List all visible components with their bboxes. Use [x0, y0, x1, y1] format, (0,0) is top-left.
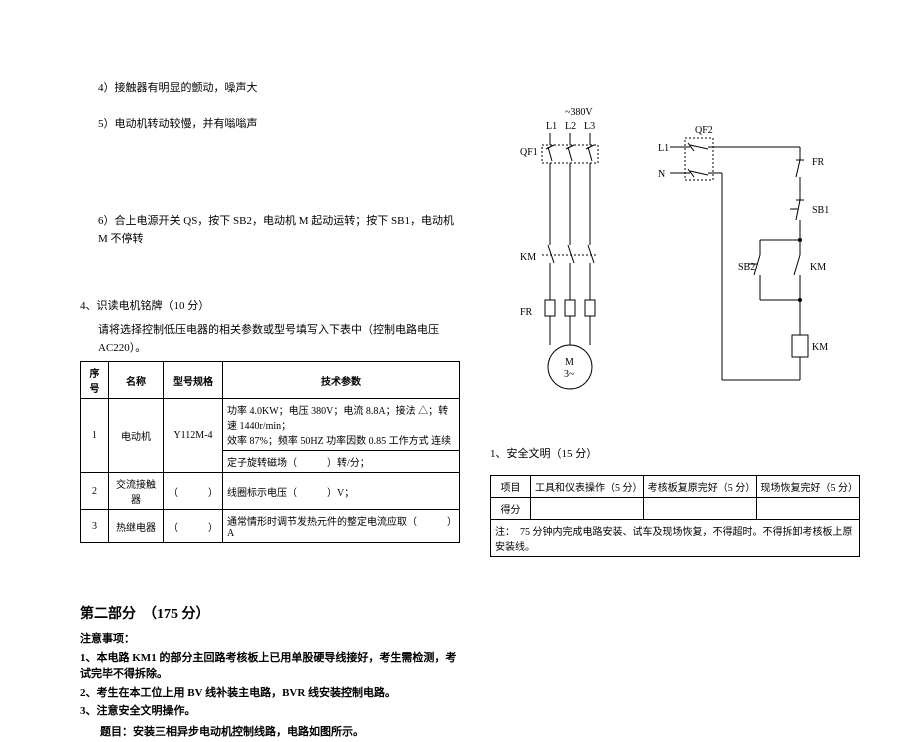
cell-blank	[643, 498, 756, 520]
table-note-row: 注： 75 分钟内完成电路安装、试车及现场恢复，不得超时。不得拆卸考核板上原安装…	[491, 520, 860, 557]
warning-3: 3、注意安全文明操作。	[80, 703, 460, 720]
th-tools: 工具和仪表操作（5 分）	[531, 476, 644, 498]
cell-seq: 1	[81, 399, 109, 473]
cell-note: 注： 75 分钟内完成电路安装、试车及现场恢复，不得超时。不得拆卸考核板上原安装…	[491, 520, 860, 557]
safety-table: 项目 工具和仪表操作（5 分） 考核板复原完好（5 分） 现场恢复完好（5 分）…	[490, 475, 860, 557]
label-m3: 3~	[564, 369, 575, 380]
th-site: 现场恢复完好（5 分）	[756, 476, 859, 498]
label-qf2: QF2	[695, 125, 713, 136]
question-4: 4）接触器有明显的颤动，噪声大	[80, 80, 460, 98]
label-l1-ctrl: L1	[658, 143, 669, 154]
cell-params: 功率 4.0KW；电压 380V；电流 8.8A；接法 △；转速 1440r/m…	[223, 399, 460, 451]
label-sb1: SB1	[812, 205, 829, 216]
cell-params: 线圈标示电压（ ）V；	[223, 473, 460, 510]
cell-name: 电动机	[109, 399, 164, 473]
cell-spec: （ ）	[164, 473, 223, 510]
label-n-ctrl: N	[658, 169, 665, 180]
param-line: 效率 87%；频率 50HZ 功率因数 0.85 工作方式 连续	[227, 436, 451, 447]
cell-params: 通常情形时调节发热元件的整定电流应取（ ）A	[223, 510, 460, 543]
table-row: 1 电动机 Y112M-4 功率 4.0KW；电压 380V；电流 8.8A；接…	[81, 399, 460, 451]
cell-blank	[756, 498, 859, 520]
cell-score-label: 得分	[491, 498, 531, 520]
label-km-main: KM	[520, 252, 536, 263]
cell-spec: （ ）	[164, 510, 223, 543]
th-spec: 型号规格	[164, 362, 223, 399]
cell-seq: 3	[81, 510, 109, 543]
cell-blank	[531, 498, 644, 520]
safety-title: 1、安全文明（15 分）	[490, 445, 860, 461]
cell-name: 交流接触器	[109, 473, 164, 510]
cell-seq: 2	[81, 473, 109, 510]
table-header-row: 序号 名称 型号规格 技术参数	[81, 362, 460, 399]
label-qf1: QF1	[520, 147, 538, 158]
question-5: 5）电动机转动较慢，并有嗡嗡声	[80, 116, 460, 134]
label-l3: L3	[584, 121, 595, 132]
warning-2: 2、考生在本工位上用 BV 线补装主电路，BVR 线安装控制电路。	[80, 685, 460, 702]
circuit-diagram: ~380V L1 L2 L3 QF1 KM FR M 3~	[490, 105, 860, 425]
th-board: 考核板复原完好（5 分）	[643, 476, 756, 498]
label-fr-main: FR	[520, 307, 533, 318]
label-km-coil: KM	[812, 342, 828, 353]
th-item: 项目	[491, 476, 531, 498]
section-4-title: 4、识读电机铭牌（10 分）	[80, 298, 460, 316]
section-4-instruction: 请将选择控制低压电器的相关参数或型号填写入下表中（控制电路电压 AC220）。	[80, 322, 460, 357]
params-table: 序号 名称 型号规格 技术参数 1 电动机 Y112M-4 功率 4.0KW；电…	[80, 361, 460, 543]
param-line: 功率 4.0KW；电压 380V；电流 8.8A；接法 △；转速 1440r/m…	[227, 406, 448, 432]
cell-params: 定子旋转磁场（ ）转/分；	[223, 451, 460, 473]
table-row: 2 交流接触器 （ ） 线圈标示电压（ ）V；	[81, 473, 460, 510]
label-m: M	[565, 357, 574, 368]
label-km-aux: KM	[810, 262, 826, 273]
label-380v: ~380V	[565, 107, 593, 118]
warning-1: 1、本电路 KM1 的部分主回路考核板上已用单股硬导线接好，考生需检测，考试完毕…	[80, 650, 460, 683]
cell-name: 热继电器	[109, 510, 164, 543]
table-header-row: 项目 工具和仪表操作（5 分） 考核板复原完好（5 分） 现场恢复完好（5 分）	[491, 476, 860, 498]
table-row: 得分	[491, 498, 860, 520]
label-fr-ctrl: FR	[812, 157, 825, 168]
th-seq: 序号	[81, 362, 109, 399]
part-2-title: 第二部分 （175 分）	[80, 603, 460, 623]
th-params: 技术参数	[223, 362, 460, 399]
cell-spec: Y112M-4	[164, 399, 223, 473]
label-l1: L1	[546, 121, 557, 132]
th-name: 名称	[109, 362, 164, 399]
label-l2: L2	[565, 121, 576, 132]
warning-title: 注意事项：	[80, 631, 460, 648]
question-6: 6）合上电源开关 QS，按下 SB2，电动机 M 起动运转；按下 SB1，电动机…	[80, 213, 460, 248]
table-row: 3 热继电器 （ ） 通常情形时调节发热元件的整定电流应取（ ）A	[81, 510, 460, 543]
topic: 题目：安装三相异步电动机控制线路，电路如图所示。	[80, 724, 460, 741]
